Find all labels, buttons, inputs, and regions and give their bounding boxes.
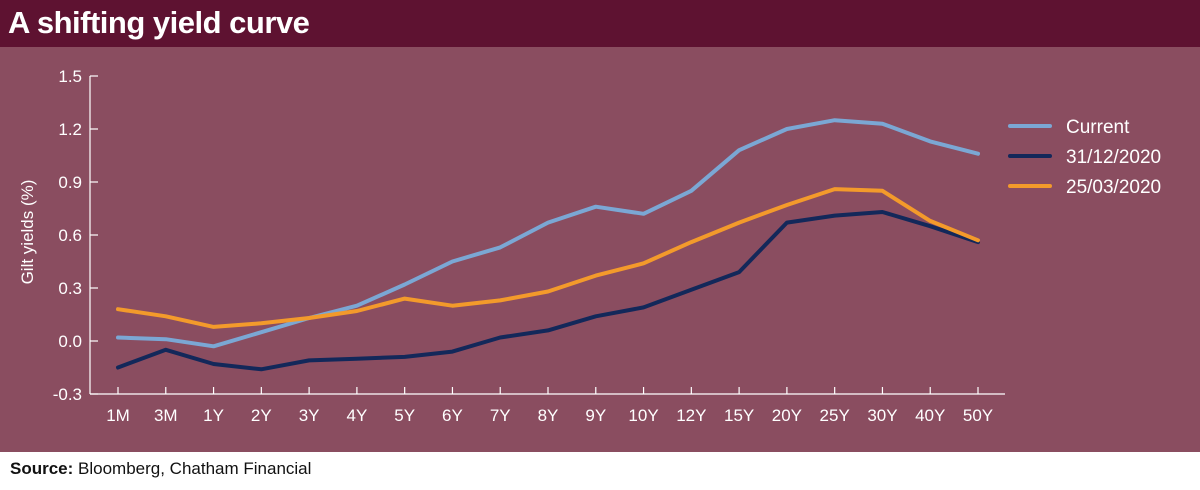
- y-tick-label: 0.9: [58, 173, 82, 192]
- x-tick-label: 9Y: [585, 406, 606, 425]
- y-tick-label: 0.0: [58, 332, 82, 351]
- legend-label: Current: [1066, 117, 1130, 138]
- legend: Current 31/12/2020 25/03/2020: [1008, 117, 1161, 198]
- title-bar: A shifting yield curve: [0, 0, 1200, 47]
- x-tick-label: 50Y: [963, 406, 993, 425]
- x-tick-label: 15Y: [724, 406, 754, 425]
- x-ticks: 1M 3M 1Y 2Y 3Y 4Y 5Y 6Y 7Y 8Y 9Y 10Y 12Y 15Y 20Y 25Y 30Y…: [106, 387, 993, 425]
- y-tick-label: 1.5: [58, 67, 82, 86]
- x-tick-label: 4Y: [346, 406, 367, 425]
- legend-label: 25/03/2020: [1066, 177, 1161, 198]
- footer: [0, 452, 1200, 490]
- x-tick-label: 1M: [106, 406, 130, 425]
- legend-label: 31/12/2020: [1066, 147, 1161, 168]
- x-tick-label: 3Y: [299, 406, 320, 425]
- source-note: Source: Bloomberg, Chatham Financial: [10, 459, 311, 479]
- source-text: Bloomberg, Chatham Financial: [73, 459, 312, 478]
- x-tick-label: 25Y: [820, 406, 850, 425]
- x-tick-label: 3M: [154, 406, 178, 425]
- source-label: Source:: [10, 459, 74, 478]
- series-lines: [116, 118, 980, 372]
- y-tick-label: 0.3: [58, 279, 82, 298]
- x-tick-label: 7Y: [490, 406, 511, 425]
- x-tick-label: 5Y: [394, 406, 415, 425]
- y-tick-label: 1.2: [58, 120, 82, 139]
- x-tick-label: 30Y: [867, 406, 897, 425]
- chart-title: A shifting yield curve: [8, 5, 310, 40]
- x-tick-label: 2Y: [251, 406, 272, 425]
- series-line-1: [116, 118, 980, 349]
- plot-area: [0, 47, 1200, 452]
- x-tick-label: 12Y: [676, 406, 706, 425]
- series-line-2: [116, 210, 980, 372]
- x-tick-label: 10Y: [628, 406, 658, 425]
- y-tick-label: 0.6: [58, 226, 82, 245]
- x-tick-label: 1Y: [203, 406, 224, 425]
- x-tick-label: 40Y: [915, 406, 945, 425]
- y-tick-label: -0.3: [53, 385, 82, 404]
- y-ticks: 1.5 1.2 0.9 0.6 0.3 0.0 -0.3: [53, 67, 98, 404]
- y-axis-label: Gilt yields (%): [18, 180, 37, 285]
- series-line-3: [116, 187, 980, 329]
- x-tick-label: 20Y: [772, 406, 802, 425]
- x-tick-label: 6Y: [442, 406, 463, 425]
- x-tick-label: 8Y: [538, 406, 559, 425]
